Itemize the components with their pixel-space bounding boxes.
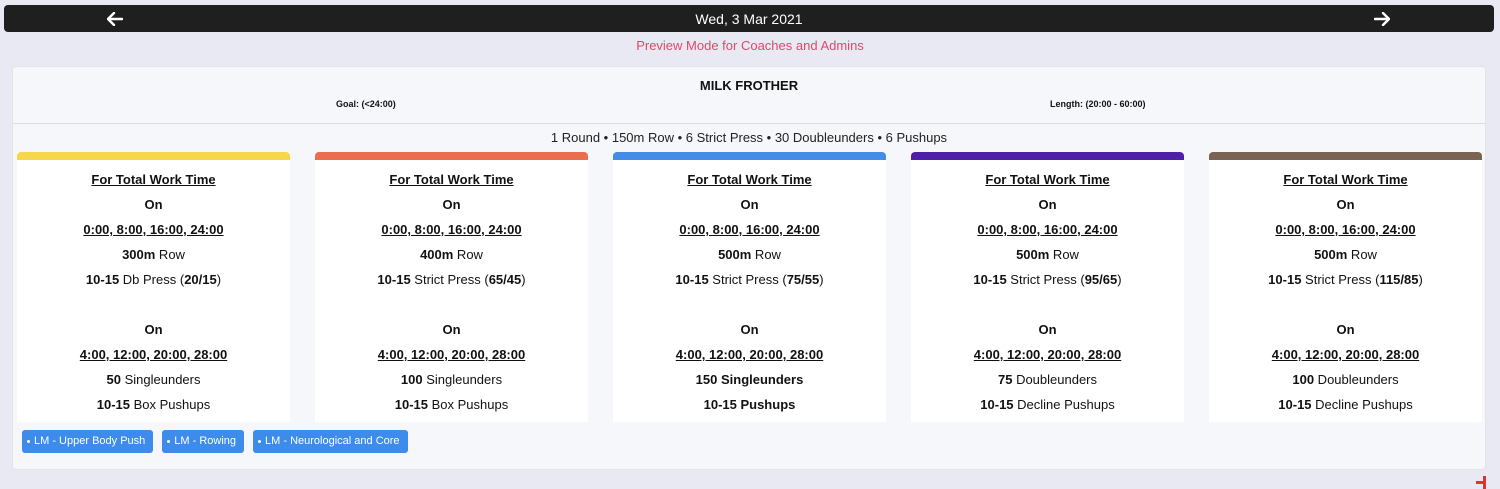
tag-list: LM - Upper Body Push LM - Rowing LM - Ne…: [22, 430, 408, 453]
workout-title: MILK FROTHER: [699, 78, 799, 93]
card-title: For Total Work Time: [985, 172, 1110, 187]
tag-rowing[interactable]: LM - Rowing: [162, 430, 245, 453]
interval-times: 0:00, 8:00, 16:00, 24:00: [679, 222, 820, 237]
interval-times: 4:00, 12:00, 20:00, 28:00: [377, 347, 526, 362]
level-card-1: For Total Work Time On 0:00, 8:00, 16:00…: [17, 152, 290, 422]
movement-line: 10-15 Strict Press (75/55): [675, 272, 824, 287]
movement-line: 10-15 Decline Pushups: [980, 397, 1115, 412]
on-label: On: [1038, 197, 1057, 212]
level-card-3: For Total Work Time On 0:00, 8:00, 16:00…: [613, 152, 886, 422]
movement-line: 10-15 Decline Pushups: [1278, 397, 1413, 412]
interval-times: 0:00, 8:00, 16:00, 24:00: [977, 222, 1118, 237]
interval-times: 4:00, 12:00, 20:00, 28:00: [1271, 347, 1420, 362]
movement-line: 150 Singleunders: [695, 372, 804, 387]
on-label: On: [1336, 197, 1355, 212]
date-navigation-bar: Wed, 3 Mar 2021: [4, 5, 1494, 32]
on-label: On: [442, 322, 461, 337]
bullet-icon: [167, 439, 171, 443]
movement-line: 400m Row: [420, 247, 483, 262]
card-title: For Total Work Time: [687, 172, 812, 187]
card-title: For Total Work Time: [389, 172, 514, 187]
workout-length: Length: (20:00 - 60:00): [1050, 99, 1146, 109]
card-title: For Total Work Time: [1283, 172, 1408, 187]
movement-line: 10-15 Strict Press (115/85): [1268, 272, 1423, 287]
bullet-icon: [27, 439, 30, 443]
movement-line: 75 Doubleunders: [997, 372, 1098, 387]
workout-goal: Goal: (<24:00): [336, 99, 396, 109]
movement-line: 300m Row: [122, 247, 185, 262]
card-title: For Total Work Time: [91, 172, 216, 187]
level-color-bar: [613, 152, 886, 160]
movement-line: 10-15 Box Pushups: [394, 397, 509, 412]
level-color-bar: [17, 152, 290, 160]
movement-line: 100 Singleunders: [400, 372, 503, 387]
current-date: Wed, 3 Mar 2021: [695, 10, 803, 27]
level-color-bar: [1209, 152, 1482, 160]
interval-times: 4:00, 12:00, 20:00, 28:00: [79, 347, 228, 362]
movement-line: 50 Singleunders: [106, 372, 201, 387]
on-label: On: [1038, 322, 1057, 337]
movement-line: 500m Row: [1314, 247, 1377, 262]
level-card-4: For Total Work Time On 0:00, 8:00, 16:00…: [911, 152, 1184, 422]
workout-header: MILK FROTHER Goal: (<24:00) Length: (20:…: [13, 67, 1485, 124]
on-label: On: [442, 197, 461, 212]
interval-times: 4:00, 12:00, 20:00, 28:00: [973, 347, 1122, 362]
bullet-icon: [258, 439, 262, 443]
level-card-5: For Total Work Time On 0:00, 8:00, 16:00…: [1209, 152, 1482, 422]
movement-line: 500m Row: [1016, 247, 1079, 262]
movement-line: 100 Doubleunders: [1292, 372, 1399, 387]
movement-line: 10-15 Pushups: [703, 397, 796, 412]
arrow-right-icon[interactable]: [1371, 8, 1393, 30]
interval-times: 0:00, 8:00, 16:00, 24:00: [1275, 222, 1416, 237]
on-label: On: [1336, 322, 1355, 337]
movement-line: 10-15 Box Pushups: [96, 397, 211, 412]
arrow-left-icon[interactable]: [104, 8, 126, 30]
interval-times: 0:00, 8:00, 16:00, 24:00: [381, 222, 522, 237]
movement-line: 500m Row: [718, 247, 781, 262]
on-label: On: [740, 322, 759, 337]
workout-panel: MILK FROTHER Goal: (<24:00) Length: (20:…: [12, 66, 1486, 470]
movement-line: 10-15 Strict Press (65/45): [377, 272, 526, 287]
movement-line: 10-15 Db Press (20/15): [85, 272, 222, 287]
tag-neurological-and-core[interactable]: LM - Neurological and Core: [253, 430, 408, 453]
level-card-2: For Total Work Time On 0:00, 8:00, 16:00…: [315, 152, 588, 422]
level-cards: For Total Work Time On 0:00, 8:00, 16:00…: [17, 152, 1483, 422]
on-label: On: [740, 197, 759, 212]
corner-marker-icon: [1476, 476, 1486, 489]
level-color-bar: [315, 152, 588, 160]
interval-times: 0:00, 8:00, 16:00, 24:00: [83, 222, 224, 237]
tag-upper-body-push[interactable]: LM - Upper Body Push: [22, 430, 154, 453]
preview-mode-note: Preview Mode for Coaches and Admins: [636, 38, 864, 53]
interval-times: 4:00, 12:00, 20:00, 28:00: [675, 347, 824, 362]
level-color-bar: [911, 152, 1184, 160]
movement-line: 10-15 Strict Press (95/65): [973, 272, 1122, 287]
workout-summary: 1 Round • 150m Row • 6 Strict Press • 30…: [550, 130, 948, 145]
on-label: On: [144, 197, 163, 212]
on-label: On: [144, 322, 163, 337]
